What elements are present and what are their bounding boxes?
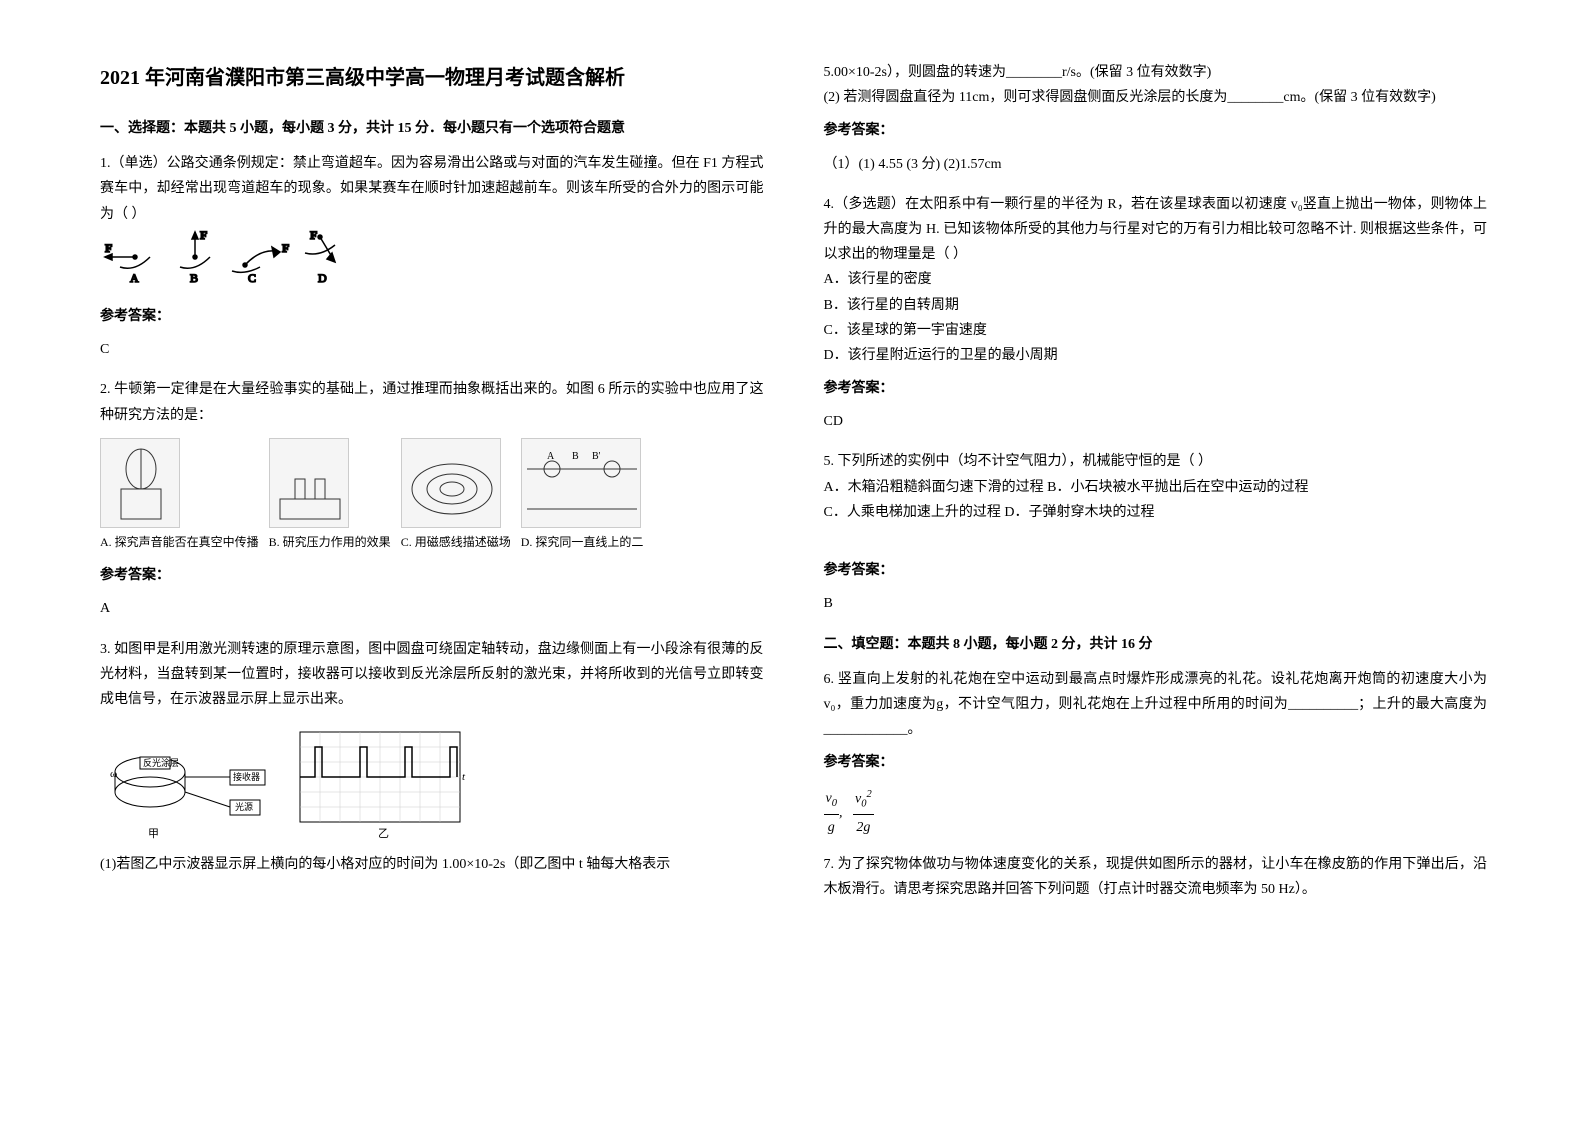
q4-text: 4.（多选题）在太阳系中有一颗行星的半径为 R，若在该星球表面以初速度 v₀竖直…	[824, 192, 1488, 268]
svg-text:t: t	[462, 771, 466, 783]
question-2: 2. 牛顿第一定律是在大量经验事实的基础上，通过推理而抽象概括出来的。如图 6 …	[100, 377, 764, 621]
q5-answer-label: 参考答案：	[824, 558, 1488, 583]
svg-text:A: A	[547, 451, 555, 462]
q1-answer-label: 参考答案：	[100, 304, 764, 329]
question-6: 6. 竖直向上发射的礼花炮在空中运动到最高点时爆炸形成漂亮的礼花。设礼花炮离开炮…	[824, 667, 1488, 840]
q7-text: 7. 为了探究物体做功与物体速度变化的关系，现提供如图所示的器材，让小车在橡皮筋…	[824, 852, 1488, 902]
q1-diagram: F A F B F C F D	[100, 227, 360, 287]
q2-answer-label: 参考答案：	[100, 563, 764, 588]
section-1-heading: 一、选择题：本题共 5 小题，每小题 3 分，共计 15 分．每小题只有一个选项…	[100, 116, 764, 141]
svg-text:ω: ω	[110, 768, 117, 780]
svg-text:F: F	[105, 241, 112, 255]
q3-answer: （1）(1) 4.55 (3 分) (2)1.57cm	[824, 152, 1488, 177]
q2-opt-b-label: B. 研究压力作用的效果	[269, 532, 391, 554]
q6-answer-label: 参考答案：	[824, 750, 1488, 775]
svg-text:F: F	[200, 228, 207, 242]
page-title: 2021 年河南省濮阳市第三高级中学高一物理月考试题含解析	[100, 60, 764, 96]
q1-text: 1.（单选）公路交通条例规定：禁止弯道超车。因为容易滑出公路或与对面的汽车发生碰…	[100, 151, 764, 227]
q2-opt-a-label: A. 探究声音能否在真空中传播	[100, 532, 259, 554]
q5-opt-ab: A．木箱沿粗糙斜面匀速下滑的过程 B．小石块被水平抛出后在空中运动的过程	[824, 475, 1488, 500]
svg-text:B: B	[190, 271, 198, 285]
q2-answer: A	[100, 596, 764, 621]
q2-img-d: A B B' D. 探究同一直线上的二	[521, 438, 644, 554]
q4-answer-label: 参考答案：	[824, 376, 1488, 401]
q5-answer: B	[824, 591, 1488, 616]
q5-text: 5. 下列所述的实例中（均不计空气阻力），机械能守恒的是（ ）	[824, 449, 1488, 474]
question-5: 5. 下列所述的实例中（均不计空气阻力），机械能守恒的是（ ） A．木箱沿粗糙斜…	[824, 449, 1488, 616]
q3-text: 3. 如图甲是利用激光测转速的原理示意图，图中圆盘可绕固定轴转动，盘边缘侧面上有…	[100, 637, 764, 713]
q6-text: 6. 竖直向上发射的礼花炮在空中运动到最高点时爆炸形成漂亮的礼花。设礼花炮离开炮…	[824, 667, 1488, 743]
q2-opt-c-label: C. 用磁感线描述磁场	[401, 532, 511, 554]
q2-images: A. 探究声音能否在真空中传播 B. 研究压力作用的效果 C. 用磁感线描述磁场…	[100, 438, 764, 554]
left-column: 2021 年河南省濮阳市第三高级中学高一物理月考试题含解析 一、选择题：本题共 …	[80, 60, 794, 1062]
q4-opt-c: C．该星球的第一宇宙速度	[824, 318, 1488, 343]
svg-text:乙: 乙	[378, 827, 389, 840]
q4-opt-b: B．该行星的自转周期	[824, 293, 1488, 318]
q2-img-a: A. 探究声音能否在真空中传播	[100, 438, 259, 554]
q4-opt-a: A．该行星的密度	[824, 267, 1488, 292]
q1-answer: C	[100, 337, 764, 362]
q2-img-c: C. 用磁感线描述磁场	[401, 438, 511, 554]
q4-opt-d: D．该行星附近运行的卫星的最小周期	[824, 343, 1488, 368]
q2-text: 2. 牛顿第一定律是在大量经验事实的基础上，通过推理而抽象概括出来的。如图 6 …	[100, 377, 764, 427]
q4-answer: CD	[824, 409, 1488, 434]
section-2-heading: 二、填空题：本题共 8 小题，每小题 2 分，共计 16 分	[824, 632, 1488, 657]
q3-answer-label: 参考答案：	[824, 118, 1488, 143]
q2-opt-d-label: D. 探究同一直线上的二	[521, 532, 644, 554]
svg-text:接收器: 接收器	[233, 771, 260, 782]
svg-text:F: F	[310, 228, 317, 242]
q3-sub1: (1)若图乙中示波器显示屏上横向的每小格对应的时间为 1.00×10-2s（即乙…	[100, 852, 764, 877]
svg-text:C: C	[248, 271, 256, 285]
svg-text:光源: 光源	[235, 801, 253, 812]
q3-cont-line2: (2) 若测得圆盘直径为 11cm，则可求得圆盘侧面反光涂层的长度为______…	[824, 85, 1488, 110]
q3-diagram-1: 反光涂层 接收器 光源 ω 甲	[100, 722, 280, 842]
right-column: 5.00×10-2s），则圆盘的转速为________r/s。(保留 3 位有效…	[794, 60, 1508, 1062]
q3-diagram-2: t 乙	[290, 722, 470, 842]
q3-images: 反光涂层 接收器 光源 ω 甲	[100, 722, 764, 842]
svg-text:B: B	[572, 451, 579, 462]
svg-text:反光涂层: 反光涂层	[143, 757, 179, 768]
q5-opt-cd: C．人乘电梯加速上升的过程 D．子弹射穿木块的过程	[824, 500, 1488, 525]
q2-img-b: B. 研究压力作用的效果	[269, 438, 391, 554]
question-7: 7. 为了探究物体做功与物体速度变化的关系，现提供如图所示的器材，让小车在橡皮筋…	[824, 852, 1488, 902]
question-3: 3. 如图甲是利用激光测转速的原理示意图，图中圆盘可绕固定轴转动，盘边缘侧面上有…	[100, 637, 764, 878]
q6-answer-formula: v0 g , v02 2g	[824, 786, 1488, 841]
question-1: 1.（单选）公路交通条例规定：禁止弯道超车。因为容易滑出公路或与对面的汽车发生碰…	[100, 151, 764, 362]
svg-text:B': B'	[592, 451, 601, 462]
svg-text:甲: 甲	[148, 828, 159, 840]
svg-text:F: F	[282, 241, 289, 255]
svg-text:A: A	[130, 271, 139, 285]
q3-cont-line1: 5.00×10-2s），则圆盘的转速为________r/s。(保留 3 位有效…	[824, 60, 1488, 85]
svg-text:D: D	[318, 271, 327, 285]
question-4: 4.（多选题）在太阳系中有一颗行星的半径为 R，若在该星球表面以初速度 v₀竖直…	[824, 192, 1488, 435]
